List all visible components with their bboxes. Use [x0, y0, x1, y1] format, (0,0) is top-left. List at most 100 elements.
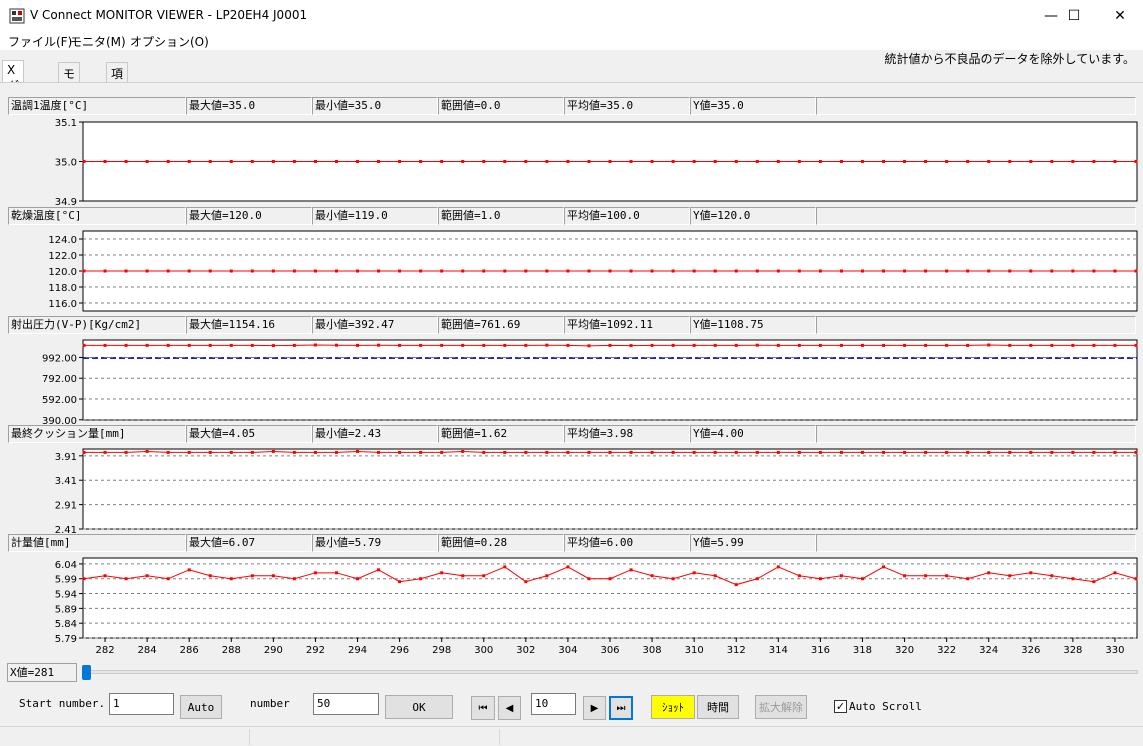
data-point: [755, 269, 759, 273]
data-point: [818, 450, 822, 454]
data-point: [524, 343, 528, 347]
data-point: [103, 269, 107, 273]
stat-average: 平均値=6.00: [564, 534, 690, 552]
data-point: [692, 160, 696, 163]
next-page-button[interactable]: ▶: [583, 696, 606, 720]
data-point: [882, 269, 886, 273]
number-input[interactable]: 50: [313, 693, 379, 715]
data-point: [124, 160, 128, 163]
data-point: [271, 160, 275, 163]
data-point: [461, 574, 465, 578]
data-point: [124, 343, 128, 347]
data-point: [334, 160, 338, 163]
x-slider-thumb[interactable]: [82, 665, 91, 680]
data-point: [860, 343, 864, 347]
x-graph-charts[interactable]: 35.1 35.0 34.9 124.0 122.0 120.0 118.0 116.0 992…: [0, 0, 1143, 662]
data-point: [187, 568, 191, 572]
data-point: [987, 269, 991, 273]
x-tick-label: 302: [516, 645, 535, 656]
data-point: [419, 577, 423, 581]
data-point: [482, 160, 486, 163]
data-point: [755, 343, 759, 347]
data-point: [419, 269, 423, 273]
data-point: [440, 571, 444, 575]
data-point: [313, 343, 317, 347]
data-point: [377, 568, 381, 572]
stat-empty: [816, 207, 1136, 225]
first-page-button[interactable]: ⏮: [471, 696, 495, 720]
shot-button[interactable]: ｼｮｯﾄ: [651, 695, 695, 719]
menu-monitor[interactable]: モニタ(M): [70, 35, 126, 49]
x-value-readout: X値=281: [7, 663, 77, 682]
data-point: [1008, 269, 1012, 273]
data-point: [629, 450, 633, 454]
data-point: [208, 574, 212, 578]
chart-label: 温調1温度[°C]: [8, 97, 186, 115]
data-point: [987, 571, 991, 575]
ok-button[interactable]: OK: [385, 695, 453, 719]
y-tick-label: 6.04: [55, 560, 77, 571]
y-tick-label: 120.0: [48, 267, 77, 278]
last-page-button[interactable]: ⏭: [609, 696, 633, 720]
data-point: [461, 343, 465, 347]
data-point: [692, 269, 696, 273]
maximize-button[interactable]: ☐: [1067, 7, 1081, 24]
data-point: [398, 580, 402, 584]
data-point: [145, 449, 149, 453]
data-point: [650, 160, 654, 163]
step-input[interactable]: 10: [531, 693, 576, 715]
data-point: [82, 160, 86, 163]
stat-average: 平均値=1092.11: [564, 316, 690, 334]
data-point: [440, 450, 444, 454]
minimize-button[interactable]: —: [1044, 7, 1058, 24]
data-point: [734, 269, 738, 273]
y-tick-label: 592.00: [42, 395, 77, 406]
data-point: [776, 269, 780, 273]
data-point: [966, 269, 970, 273]
data-point: [608, 450, 612, 454]
data-point: [313, 269, 317, 273]
auto-button[interactable]: Auto: [180, 695, 222, 719]
menu-file[interactable]: ファイル(F): [8, 35, 73, 49]
data-point: [1050, 343, 1054, 347]
stat-min: 最小値=119.0: [312, 207, 438, 225]
data-point: [966, 577, 970, 581]
data-point: [987, 343, 991, 347]
data-point: [882, 565, 886, 569]
data-point: [650, 343, 654, 347]
data-point: [187, 269, 191, 273]
x-tick-label: 324: [979, 645, 998, 656]
data-point: [398, 343, 402, 347]
data-point: [545, 269, 549, 273]
x-tick-label: 300: [474, 645, 493, 656]
x-tick-label: 314: [769, 645, 788, 656]
data-point: [1008, 574, 1012, 578]
close-button[interactable]: ✕: [1114, 7, 1126, 24]
zoom-reset-button[interactable]: 拡大解除: [755, 695, 807, 719]
data-point: [924, 574, 928, 578]
prev-page-button[interactable]: ◀: [498, 696, 521, 720]
x-tick-label: 326: [1021, 645, 1040, 656]
x-slider-track[interactable]: [82, 670, 1138, 674]
data-point: [82, 269, 86, 273]
data-point: [292, 450, 296, 454]
data-point: [419, 343, 423, 347]
data-point: [945, 574, 949, 578]
stat-empty: [816, 97, 1136, 115]
time-button[interactable]: 時間: [697, 695, 739, 719]
x-tick-label: 296: [390, 645, 409, 656]
start-number-input[interactable]: 1: [109, 693, 174, 715]
data-point: [1092, 269, 1096, 273]
data-point: [1071, 343, 1075, 347]
data-point: [482, 574, 486, 578]
menu-options[interactable]: オプション(O): [130, 35, 209, 49]
data-point: [924, 343, 928, 347]
x-tick-label: 322: [937, 645, 956, 656]
data-point: [356, 577, 360, 581]
autoscroll-checkbox[interactable]: ✓: [834, 700, 847, 713]
data-point: [313, 571, 317, 575]
data-point: [398, 160, 402, 163]
data-point: [482, 343, 486, 347]
stat-y-value: Y値=120.0: [690, 207, 816, 225]
data-point: [1050, 160, 1054, 163]
